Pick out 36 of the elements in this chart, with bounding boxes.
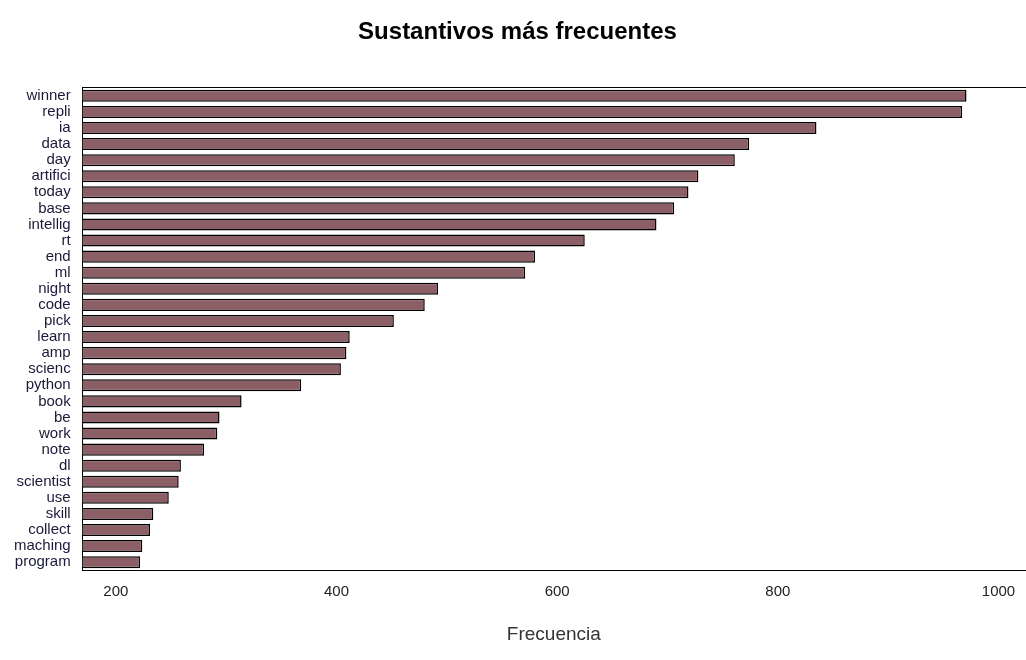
x-tick-label: 200 [103, 582, 129, 600]
y-tick-label: today [33, 182, 72, 200]
y-tick-label: amp [41, 343, 71, 361]
y-tick-label: maching [13, 536, 71, 554]
y-tick-label: end [45, 246, 71, 264]
x-tick-label: 800 [765, 582, 791, 600]
y-tick-label: scientist [16, 471, 72, 489]
y-tick-label: dl [59, 455, 71, 473]
y-tick-label: night [38, 278, 72, 296]
y-tick-label: intellig [28, 214, 71, 232]
y-tick-label: data [41, 134, 72, 152]
y-tick-label: scienc [28, 359, 72, 377]
y-tick-label: base [38, 198, 71, 216]
y-tick-label: be [54, 407, 71, 425]
x-tick-label: 1000 [981, 582, 1016, 600]
y-tick-label: book [38, 391, 72, 409]
y-tick-label: code [38, 295, 71, 313]
y-tick-label: ml [54, 262, 71, 280]
y-tick-label: use [46, 487, 71, 505]
y-tick-label: python [25, 375, 71, 393]
y-tick-label: day [46, 150, 72, 168]
y-tick-label: work [38, 423, 72, 441]
y-tick-label: ia [59, 118, 72, 136]
y-tick-label: note [41, 439, 71, 457]
x-axis-title: Frecuencia [506, 622, 602, 644]
chart-title: Sustantivos más frecuentes [358, 17, 677, 45]
y-tick-label: repli [42, 102, 71, 120]
x-tick-label: 600 [544, 582, 570, 600]
y-tick-label: learn [37, 327, 71, 345]
y-tick-label: collect [28, 520, 72, 538]
y-tick-label: skill [45, 504, 71, 522]
y-tick-label: pick [44, 311, 72, 329]
y-tick-label: program [14, 552, 71, 570]
x-tick-label: 400 [323, 582, 349, 600]
y-tick-label: winner [25, 85, 71, 103]
y-tick-label: artifici [31, 166, 71, 184]
